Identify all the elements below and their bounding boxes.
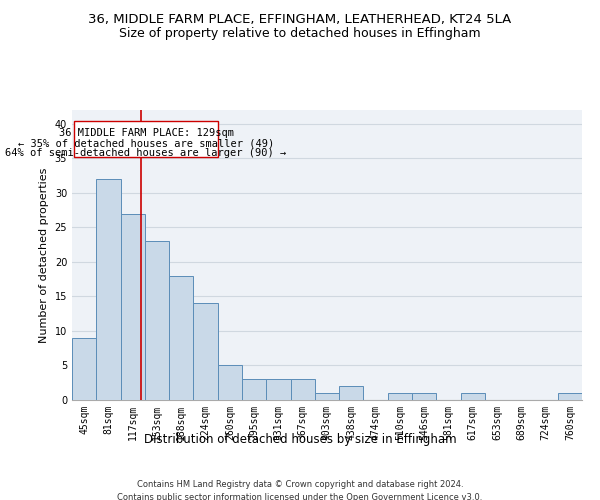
Text: ← 35% of detached houses are smaller (49): ← 35% of detached houses are smaller (49… (18, 138, 274, 148)
Bar (145, 241, 169, 400)
Bar (169, 276, 193, 400)
Bar (121, 214, 145, 400)
Text: Size of property relative to detached houses in Effingham: Size of property relative to detached ho… (119, 28, 481, 40)
Bar (266, 380, 290, 400)
Bar (461, 393, 485, 400)
Bar (339, 386, 364, 400)
FancyBboxPatch shape (74, 121, 218, 157)
Bar (558, 393, 582, 400)
Text: Contains HM Land Registry data © Crown copyright and database right 2024.
Contai: Contains HM Land Registry data © Crown c… (118, 480, 482, 500)
Bar (96, 179, 121, 400)
Text: 64% of semi-detached houses are larger (90) →: 64% of semi-detached houses are larger (… (5, 148, 287, 158)
Bar (315, 393, 339, 400)
Bar (242, 380, 266, 400)
Bar (290, 380, 315, 400)
Y-axis label: Number of detached properties: Number of detached properties (39, 168, 49, 342)
Bar (218, 366, 242, 400)
Text: 36 MIDDLE FARM PLACE: 129sqm: 36 MIDDLE FARM PLACE: 129sqm (59, 128, 233, 138)
Bar (412, 393, 436, 400)
Bar (388, 393, 412, 400)
Text: 36, MIDDLE FARM PLACE, EFFINGHAM, LEATHERHEAD, KT24 5LA: 36, MIDDLE FARM PLACE, EFFINGHAM, LEATHE… (88, 12, 512, 26)
Text: Distribution of detached houses by size in Effingham: Distribution of detached houses by size … (143, 432, 457, 446)
Bar (193, 304, 218, 400)
Bar (72, 338, 96, 400)
